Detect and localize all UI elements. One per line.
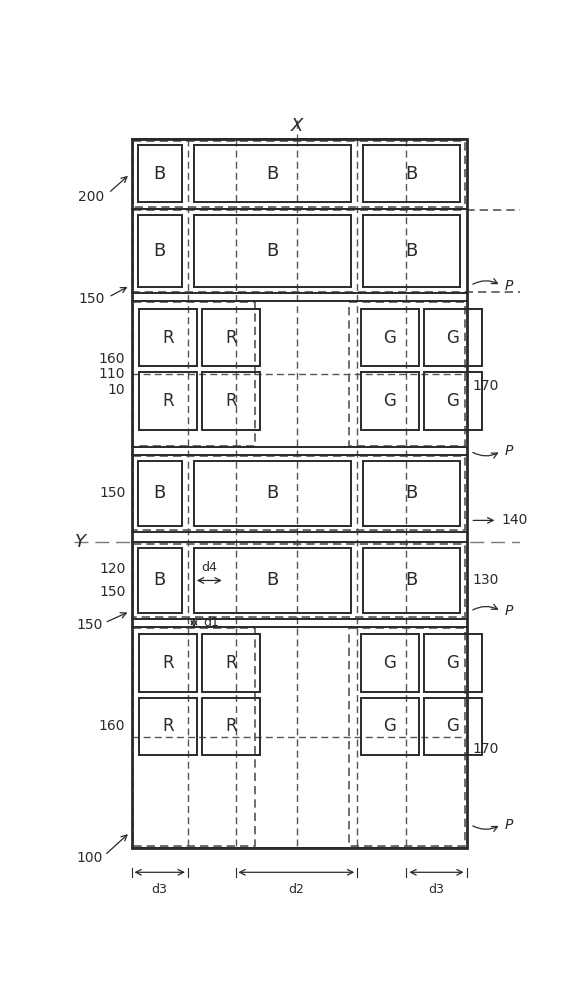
Text: 160: 160: [99, 719, 126, 733]
Text: 110: 110: [99, 367, 126, 381]
Bar: [138, 215, 182, 287]
Bar: [138, 145, 182, 202]
Text: 150: 150: [78, 292, 105, 306]
Text: B: B: [153, 571, 166, 589]
Text: R: R: [225, 717, 237, 735]
Bar: [133, 628, 255, 846]
Text: 120: 120: [99, 562, 126, 576]
Bar: [138, 548, 182, 613]
Bar: [133, 302, 255, 446]
Bar: [140, 698, 197, 755]
Bar: [424, 698, 482, 755]
Text: 150: 150: [99, 585, 126, 599]
Bar: [361, 698, 419, 755]
Text: 150: 150: [76, 618, 102, 632]
Bar: [140, 634, 197, 692]
Text: d3: d3: [428, 883, 445, 896]
Bar: [194, 215, 351, 287]
Text: 10: 10: [108, 382, 126, 396]
Text: 200: 200: [78, 190, 105, 204]
Bar: [424, 309, 482, 366]
Text: G: G: [446, 392, 460, 410]
Bar: [194, 145, 351, 202]
Text: G: G: [383, 654, 397, 672]
Text: B: B: [266, 242, 278, 260]
Bar: [133, 141, 465, 207]
Bar: [361, 372, 419, 430]
Bar: [361, 634, 419, 692]
Bar: [194, 548, 351, 613]
Text: R: R: [162, 329, 174, 347]
Text: B: B: [266, 484, 278, 502]
Text: 130: 130: [472, 573, 499, 587]
Bar: [140, 309, 197, 366]
Text: R: R: [225, 654, 237, 672]
Text: B: B: [153, 242, 166, 260]
Text: P: P: [505, 279, 514, 293]
Text: R: R: [162, 654, 174, 672]
Text: G: G: [446, 654, 460, 672]
Bar: [203, 309, 260, 366]
Bar: [133, 210, 522, 292]
Text: G: G: [383, 329, 397, 347]
Text: 150: 150: [99, 486, 126, 500]
Bar: [203, 634, 260, 692]
Bar: [194, 461, 351, 526]
Text: 160: 160: [99, 352, 126, 366]
Bar: [364, 548, 460, 613]
Bar: [131, 139, 467, 848]
Text: R: R: [162, 392, 174, 410]
Text: B: B: [406, 165, 418, 183]
Text: G: G: [446, 329, 460, 347]
Text: 100: 100: [76, 851, 102, 865]
Bar: [133, 456, 465, 530]
Bar: [203, 372, 260, 430]
Bar: [138, 461, 182, 526]
Text: B: B: [153, 484, 166, 502]
Text: X: X: [291, 117, 303, 135]
Text: G: G: [446, 717, 460, 735]
Text: B: B: [266, 571, 278, 589]
Text: B: B: [406, 484, 418, 502]
Text: d3: d3: [152, 883, 167, 896]
Text: d4: d4: [201, 561, 217, 574]
Text: 140: 140: [501, 513, 527, 527]
Bar: [364, 215, 460, 287]
Bar: [133, 544, 465, 617]
Bar: [364, 461, 460, 526]
Bar: [424, 372, 482, 430]
Bar: [203, 698, 260, 755]
Text: B: B: [153, 165, 166, 183]
Bar: [364, 145, 460, 202]
Text: P: P: [505, 818, 514, 832]
Bar: [361, 309, 419, 366]
Bar: [350, 302, 465, 446]
Text: B: B: [406, 242, 418, 260]
Bar: [140, 372, 197, 430]
Text: P: P: [505, 604, 514, 618]
Text: R: R: [225, 392, 237, 410]
Text: P: P: [505, 444, 514, 458]
Text: d1: d1: [203, 616, 219, 629]
Bar: [350, 628, 465, 846]
Text: 170: 170: [472, 742, 499, 756]
Text: Y: Y: [75, 533, 86, 551]
Bar: [424, 634, 482, 692]
Text: d2: d2: [288, 883, 305, 896]
Text: G: G: [383, 392, 397, 410]
Text: B: B: [406, 571, 418, 589]
Text: G: G: [383, 717, 397, 735]
Text: R: R: [225, 329, 237, 347]
Text: 170: 170: [472, 379, 499, 393]
Text: R: R: [162, 717, 174, 735]
Text: B: B: [266, 165, 278, 183]
